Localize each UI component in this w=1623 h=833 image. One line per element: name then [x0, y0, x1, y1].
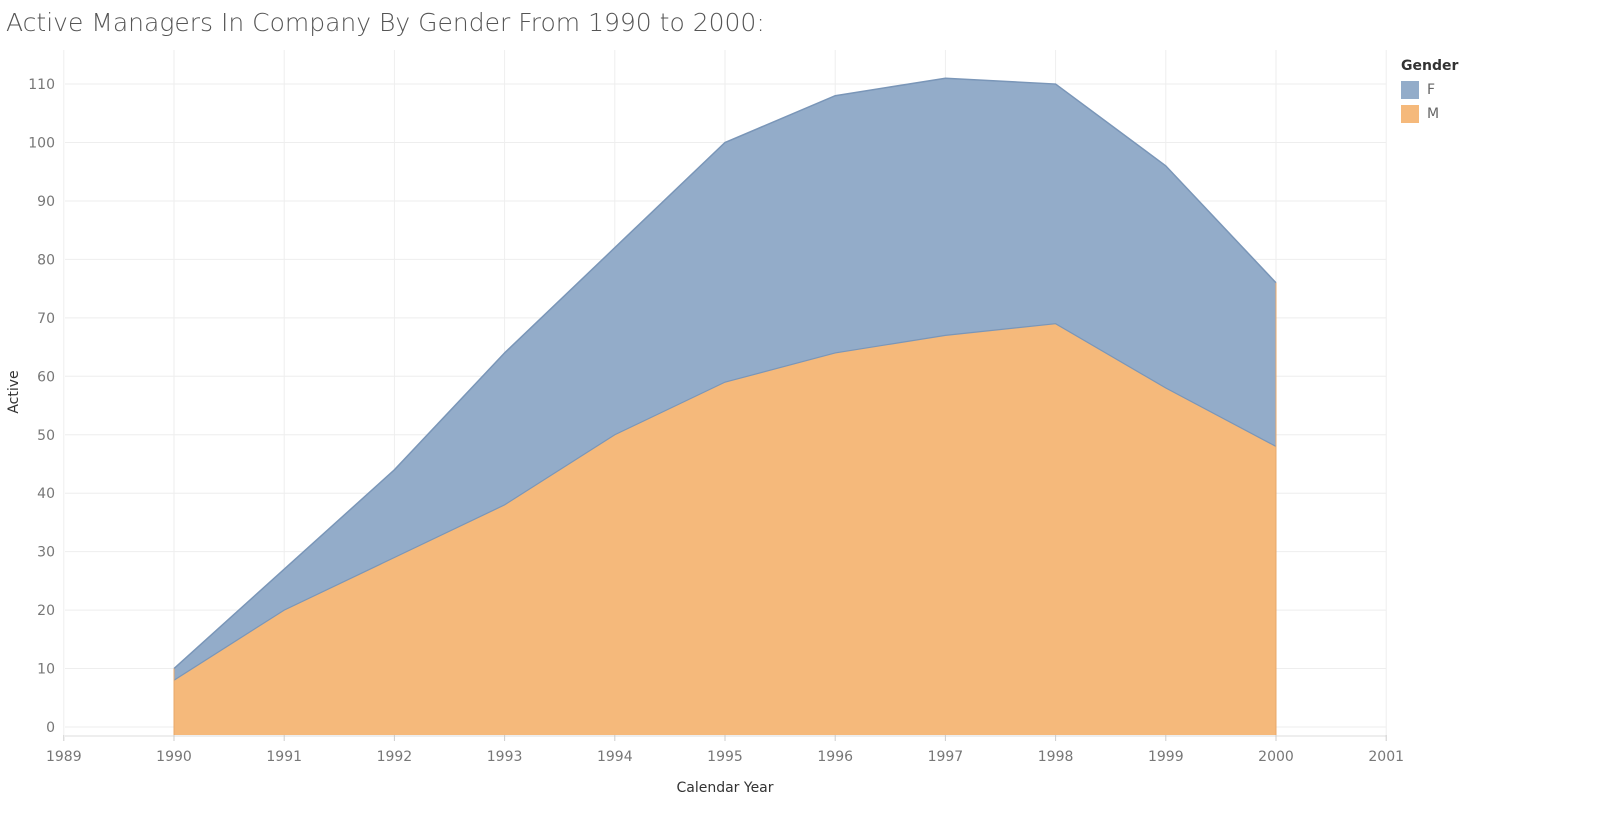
- legend-item-f[interactable]: F: [1401, 78, 1458, 102]
- y-tick-label: 110: [28, 77, 55, 93]
- legend-label-f: F: [1427, 82, 1436, 98]
- legend-item-m[interactable]: M: [1401, 102, 1458, 126]
- chart-title: Active Managers In Company By Gender Fro…: [6, 8, 765, 37]
- legend-title: Gender: [1401, 58, 1459, 74]
- area-m: [174, 323, 1276, 735]
- y-tick-label: 50: [37, 428, 55, 444]
- legend-swatch-m: [1401, 105, 1419, 123]
- y-tick-label: 30: [37, 545, 55, 561]
- x-tick-label: 2001: [1368, 749, 1404, 765]
- x-tick-label: 1996: [817, 749, 853, 765]
- x-tick-label: 1995: [707, 749, 743, 765]
- x-tick-label: 1993: [487, 749, 523, 765]
- y-tick-label: 100: [28, 136, 55, 152]
- x-axis-label: Calendar Year: [676, 780, 773, 796]
- y-tick-label: 0: [46, 720, 55, 736]
- x-tick-label: 1999: [1148, 749, 1184, 765]
- legend: Gender F M: [1401, 58, 1458, 126]
- x-tick-label: 1994: [597, 749, 633, 765]
- y-tick-label: 90: [37, 194, 55, 210]
- line-f-top: [173, 77, 1277, 670]
- y-tick-label: 40: [37, 486, 55, 502]
- x-tick-label: 1990: [156, 749, 192, 765]
- x-tick-label: 1989: [46, 749, 82, 765]
- area-f: [174, 78, 1276, 681]
- y-tick-label: 60: [37, 369, 55, 385]
- line-m-top: [173, 323, 1277, 681]
- legend-swatch-f: [1401, 81, 1419, 99]
- x-tick-label: 1998: [1038, 749, 1074, 765]
- legend-label-m: M: [1427, 106, 1440, 122]
- y-axis-label: Active: [6, 370, 22, 413]
- y-tick-label: 10: [37, 662, 55, 678]
- x-tick-label: 1992: [377, 749, 413, 765]
- y-tick-label: 70: [37, 311, 55, 327]
- x-tick-label: 1997: [928, 749, 964, 765]
- y-tick-label: 80: [37, 252, 55, 268]
- x-tick-label: 2000: [1258, 749, 1294, 765]
- x-tick-label: 1991: [266, 749, 302, 765]
- y-tick-label: 20: [37, 603, 55, 619]
